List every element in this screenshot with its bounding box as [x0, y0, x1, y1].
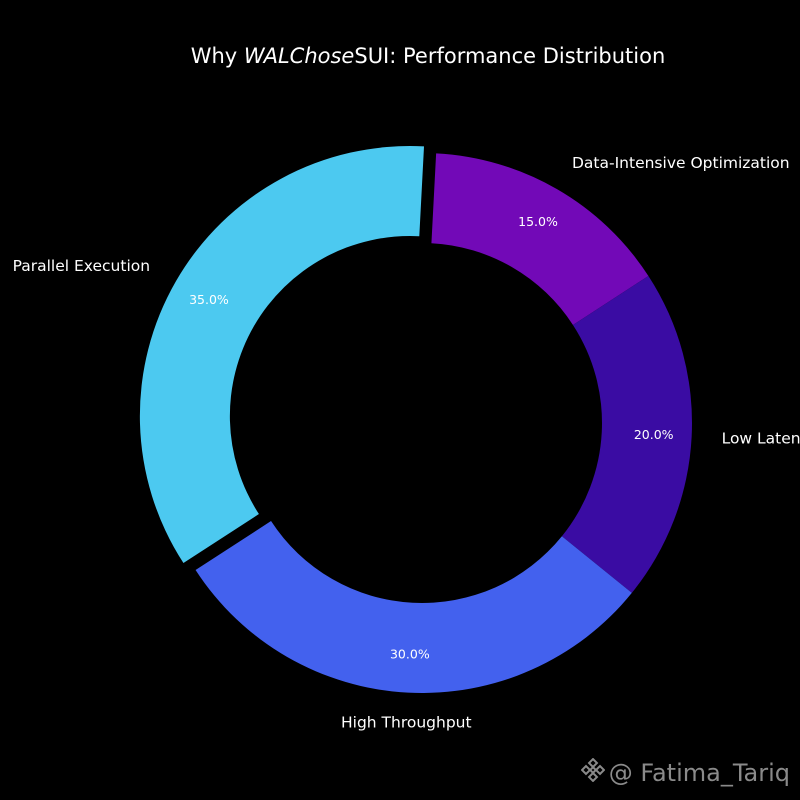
chart-title-suffix: SUI: Performance Distribution	[354, 44, 665, 68]
chart-title-italic: WALChose	[244, 44, 354, 68]
pct-label-data-intensive-optimization: 15.0%	[518, 214, 558, 229]
slice-high-throughput	[195, 521, 632, 694]
category-label-data-intensive-optimization: Data-Intensive Optimization	[572, 154, 790, 172]
pct-label-parallel-execution: 35.0%	[189, 292, 229, 307]
pct-label-high-throughput: 30.0%	[390, 647, 430, 662]
slice-parallel-execution	[139, 145, 425, 564]
slice-low-latency	[561, 275, 692, 593]
slice-data-intensive-optimization	[431, 153, 649, 325]
category-labels: Data-Intensive Optimization Low Latency Hi…	[13, 154, 800, 731]
watermark: @ Fatima_Tariq	[580, 757, 790, 788]
binance-diamond-icon	[580, 757, 606, 788]
category-label-low-latency: Low Latency	[722, 430, 800, 448]
category-label-parallel-execution: Parallel Execution	[13, 257, 150, 275]
watermark-text: @ Fatima_Tariq	[608, 759, 790, 787]
chart-title: Why WALChoseSUI: Performance Distributio…	[191, 44, 666, 68]
category-label-high-throughput: High Throughput	[341, 714, 472, 732]
chart-title-prefix: Why	[191, 44, 244, 68]
percent-labels: 15.0% 20.0% 30.0% 35.0%	[189, 214, 674, 662]
donut-slices	[139, 145, 692, 694]
pct-label-low-latency: 20.0%	[634, 427, 674, 442]
